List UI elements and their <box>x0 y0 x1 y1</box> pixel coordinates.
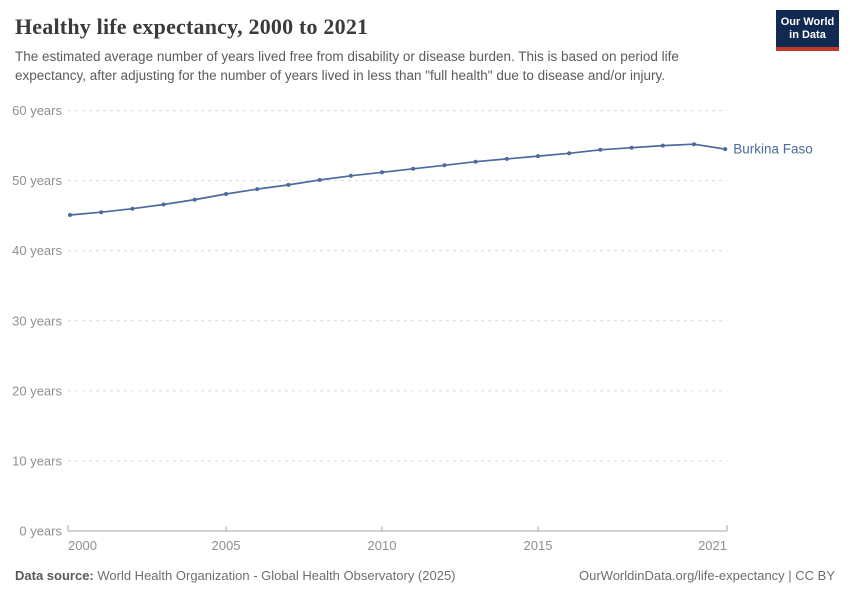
y-axis-tick-label: 30 years <box>12 313 62 328</box>
owid-logo-text-line1: Our World <box>780 16 835 28</box>
owid-logo-text-line2: in Data <box>789 29 826 41</box>
y-axis-tick-label: 0 years <box>19 524 62 539</box>
data-source-label: Data source: <box>15 568 94 583</box>
x-axis-tick-label: 2021 <box>698 538 727 553</box>
data-point[interactable] <box>348 173 353 178</box>
data-point[interactable] <box>224 192 228 196</box>
x-axis-tick-label: 2005 <box>212 538 241 553</box>
data-point[interactable] <box>68 213 72 217</box>
data-point[interactable] <box>504 156 509 161</box>
series-line-burkina-faso[interactable] <box>69 143 727 216</box>
data-point[interactable] <box>567 151 572 156</box>
owid-logo[interactable]: Our World in Data <box>776 10 839 51</box>
y-axis-tick-label: 20 years <box>12 383 62 398</box>
y-axis-tick-label: 50 years <box>12 173 62 188</box>
page-title: Healthy life expectancy, 2000 to 2021 <box>15 14 369 39</box>
x-axis-tick-label: 2015 <box>524 538 553 553</box>
chart-subtitle: The estimated average number of years li… <box>15 49 679 83</box>
y-axis-tick-label: 40 years <box>12 243 62 258</box>
series-label[interactable]: Burkina Faso <box>733 142 813 157</box>
data-point[interactable] <box>192 197 197 202</box>
data-source-text: World Health Organization - Global Healt… <box>93 568 456 583</box>
data-source-note: Data source: World Health Organization -… <box>15 568 456 583</box>
attribution-link[interactable]: OurWorldinData.org/life-expectancy | CC … <box>578 568 835 583</box>
data-point[interactable] <box>629 145 634 150</box>
x-axis-tick-label: 2000 <box>68 538 97 553</box>
data-point[interactable] <box>286 182 291 187</box>
chart-footer: Data source: World Health Organization -… <box>15 568 835 583</box>
data-point[interactable] <box>380 170 384 175</box>
data-point[interactable] <box>536 154 540 159</box>
data-point[interactable] <box>692 142 696 147</box>
data-point[interactable] <box>411 166 416 171</box>
data-point[interactable] <box>130 206 135 211</box>
data-point[interactable] <box>660 143 665 148</box>
data-point[interactable] <box>598 147 603 152</box>
y-axis-tick-label: 60 years <box>12 103 62 118</box>
data-point[interactable] <box>442 163 447 168</box>
data-point[interactable] <box>161 202 166 207</box>
x-axis-tick-label: 2010 <box>368 538 397 553</box>
data-point[interactable] <box>473 159 478 164</box>
data-point[interactable] <box>255 187 260 192</box>
data-point[interactable] <box>723 147 728 152</box>
chart-header: Healthy life expectancy, 2000 to 2021 Th… <box>15 14 765 85</box>
data-point[interactable] <box>317 178 322 182</box>
y-axis-tick-label: 10 years <box>12 453 62 468</box>
data-point[interactable] <box>99 210 104 215</box>
